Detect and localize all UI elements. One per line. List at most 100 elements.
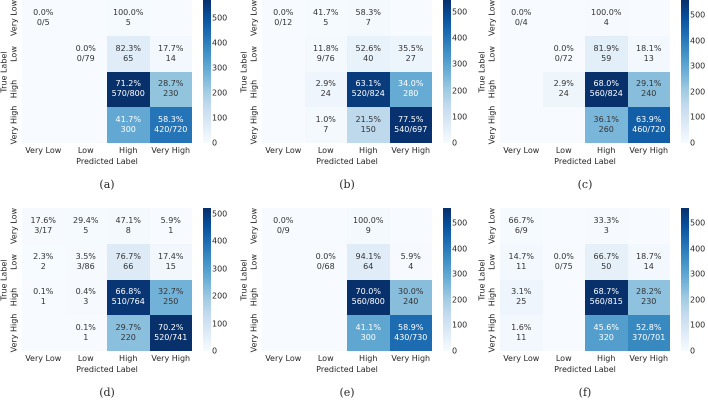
heatmap-cell: 81.9% 59 (585, 35, 628, 72)
cell-count: 66 (123, 261, 134, 271)
cell-count: 5 (83, 225, 89, 235)
y-axis-label: True Label (477, 259, 487, 301)
heatmap-cell: 21.5% 150 (347, 107, 390, 143)
x-tick-label: Very Low (25, 146, 62, 155)
x-tick-label: High (119, 146, 138, 155)
colorbar-tick-label: 0 (452, 138, 458, 148)
x-tick-label: Very High (151, 354, 191, 363)
y-tick-label: Very Low (9, 0, 19, 36)
heatmap-cell: 30.0% 240 (389, 279, 432, 316)
colorbar-tick-label: 300 (690, 61, 706, 71)
heatmap-cell: 71.2% 570/800 (107, 71, 150, 108)
heatmap-cell: 100.0% 5 (107, 0, 150, 36)
heatmap-cell (542, 107, 585, 143)
heatmap-cell: 66.7% 6/9 (500, 208, 543, 244)
cell-count: 9 (365, 225, 371, 235)
cell-count: 6/9 (514, 225, 528, 235)
heatmap-cell: 36.1% 260 (585, 107, 628, 143)
cell-percent: 47.1% (115, 215, 141, 225)
colorbar-tick-label: 400 (690, 244, 706, 254)
x-axis-label: Predicted Label (76, 365, 138, 374)
cell-count: 560/824 (589, 89, 623, 99)
cell-count: 3/86 (76, 261, 95, 271)
heatmap-cell: 28.7% 230 (149, 71, 192, 108)
x-tick-label: Low (555, 146, 572, 155)
heatmap-cell: 14.7% 11 (500, 243, 543, 280)
heatmap-cell: 0.4% 3 (64, 279, 107, 316)
cell-count: 0/5 (36, 17, 50, 27)
heatmap-cell: 35.5% 27 (389, 35, 432, 72)
cell-percent: 41.7% (313, 7, 339, 17)
cell-count: 27 (405, 53, 416, 63)
colorbar-tick-label: 400 (212, 236, 228, 246)
cell-count: 370/701 (632, 333, 666, 343)
cell-percent: 17.7% (158, 43, 184, 53)
y-tick-label: Very Low (487, 207, 497, 244)
cell-count: 150 (360, 125, 376, 135)
cell-percent: 41.7% (115, 115, 141, 125)
cell-percent: 100.0% (590, 7, 622, 17)
heatmap-cell: 29.1% 240 (627, 71, 670, 108)
heatmap-cell: 17.7% 14 (149, 35, 192, 72)
heatmap-cell (389, 208, 432, 244)
panel-caption: (c) (577, 178, 593, 191)
heatmap-cell: 0.0% 0/4 (500, 0, 543, 36)
colorbar-tick-label: 200 (212, 88, 228, 98)
heatmap-cell (262, 279, 305, 316)
heatmap-cell: 63.9% 460/720 (627, 107, 670, 143)
confusion-matrix-panel: 17.6% 3/17 29.4% 5 47.1% 8 5.9% 1 2.3% 2 3.5% 3/86 7… (0, 208, 236, 408)
cell-percent: 34.0% (398, 79, 424, 89)
heatmap-cell: 18.7% 14 (627, 243, 670, 280)
heatmap-cell: 0.0% 0/5 (22, 0, 65, 36)
cell-count: 0/79 (76, 53, 95, 63)
colorbar-tick-label: 0 (690, 138, 696, 148)
x-tick-label: Very High (391, 354, 431, 363)
heatmap-cell: 52.8% 370/701 (627, 315, 670, 351)
colorbar-tick-label: 200 (212, 291, 228, 301)
heatmap-cell: 52.6% 40 (347, 35, 390, 72)
cell-percent: 100.0% (352, 215, 384, 225)
colorbar (203, 208, 211, 351)
cell-percent: 66.7% (508, 215, 534, 225)
heatmap: 0.0% 0/12 41.7% 5 58.3% 7 11.8% 9/76 52.6% 40 35.5… (262, 0, 432, 143)
cell-count: 300 (120, 125, 136, 135)
panel-caption: (a) (99, 178, 115, 191)
y-axis-label: True Label (239, 259, 249, 301)
cell-count: 24 (558, 89, 569, 99)
cell-percent: 100.0% (112, 7, 144, 17)
cell-count: 460/720 (632, 125, 666, 135)
y-tick-label: High (249, 288, 259, 307)
heatmap-cell (542, 208, 585, 244)
colorbar-tick-label: 300 (452, 269, 468, 279)
y-tick-label: Low (9, 45, 19, 62)
cell-count: 15 (165, 261, 176, 271)
heatmap-cell: 2.9% 24 (304, 71, 347, 108)
cell-percent: 58.3% (158, 115, 184, 125)
cell-percent: 0.0% (511, 7, 532, 17)
x-tick-label: Very Low (503, 354, 540, 363)
cell-percent: 0.1% (33, 287, 54, 297)
y-tick-label: Very Low (249, 207, 259, 244)
heatmap-cell: 66.8% 510/764 (107, 279, 150, 316)
cell-count: 13 (643, 53, 654, 63)
cell-count: 14 (165, 53, 176, 63)
heatmap-cell: 1.6% 11 (500, 315, 543, 351)
cell-count: 0/4 (514, 17, 528, 27)
colorbar-tick-label: 200 (452, 86, 468, 96)
cell-percent: 0.0% (33, 7, 54, 17)
cell-percent: 94.1% (355, 251, 381, 261)
confusion-matrix-panel: 66.7% 6/9 33.3% 3 14.7% 11 0.0% 0/75 66.7% 50 18.7… (478, 208, 708, 408)
y-tick-label: Low (249, 45, 259, 62)
colorbar-tick-label: 100 (690, 320, 706, 330)
heatmap-cell (64, 71, 107, 108)
y-tick-label: Low (9, 253, 19, 270)
cell-count: 510/764 (111, 297, 145, 307)
heatmap-cell (542, 315, 585, 351)
cell-count: 250 (163, 297, 179, 307)
heatmap-cell (500, 71, 543, 108)
cell-percent: 17.4% (158, 251, 184, 261)
colorbar-tick-label: 200 (452, 295, 468, 305)
y-tick-label: High (249, 80, 259, 99)
cell-count: 2 (40, 261, 46, 271)
cell-count: 11 (516, 261, 527, 271)
